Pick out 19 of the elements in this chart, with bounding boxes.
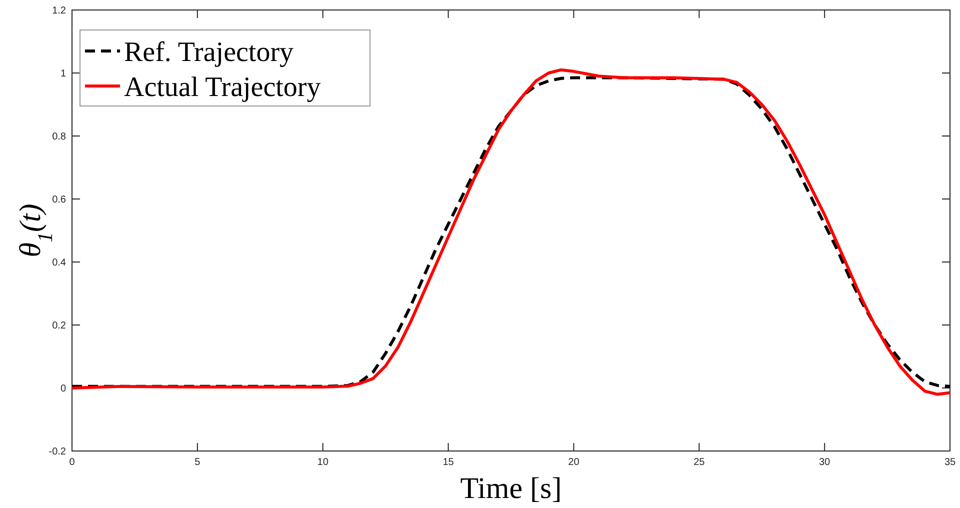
legend-label: Ref. Trajectory	[124, 36, 294, 68]
x-tick-label: 20	[568, 457, 580, 468]
y-tick-label: 0.8	[52, 132, 66, 142]
x-axis-title: Time [s]	[460, 472, 562, 505]
y-tick-label: 0	[60, 384, 66, 394]
x-tick-label: 30	[819, 457, 831, 468]
x-tick-label: 5	[194, 457, 201, 468]
x-tick-label: 0	[69, 457, 76, 468]
y-tick-label: 0.6	[52, 194, 66, 206]
y-tick-label: -0.2	[48, 446, 66, 458]
x-tick-label: 35	[944, 457, 956, 468]
legend-label: Actual Trajectory	[124, 72, 321, 103]
y-tick-label: 1	[60, 68, 66, 80]
y-tick-label: 0.4	[52, 258, 66, 268]
x-tick-label: 10	[317, 457, 329, 468]
y-tick-label: 0.2	[52, 320, 66, 332]
x-tick-label: 15	[442, 457, 454, 468]
y-tick-label: 1.2	[52, 6, 66, 16]
x-tick-label: 25	[694, 457, 706, 468]
